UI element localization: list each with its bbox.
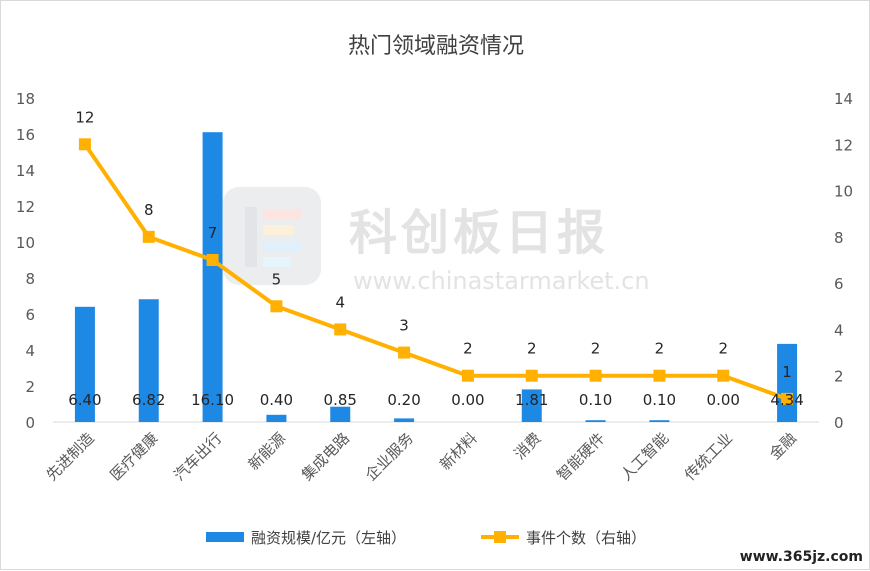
x-category-label: 传统工业 [681, 429, 736, 484]
bar-data-labels: 6.40 6.82 16.10 0.40 0.85 0.20 0.00 1.81 0.10 0.1… [68, 391, 804, 409]
y-left-tick-label: 6 [25, 306, 35, 324]
bar-data-label: 1.81 [515, 391, 548, 409]
line-data-label: 2 [718, 340, 728, 358]
line-data-label: 8 [144, 201, 154, 219]
x-category-label: 金融 [766, 429, 800, 463]
watermark-name: 科创板日报 [349, 205, 609, 261]
bar [585, 420, 606, 422]
line-data-label: 2 [655, 340, 665, 358]
x-category-label: 企业服务 [362, 429, 417, 484]
line-point [270, 300, 283, 313]
line-data-label: 4 [335, 293, 345, 311]
legend: 融资规模/亿元（左轴） 事件个数（右轴） [206, 529, 646, 547]
x-category-label: 新材料 [436, 429, 481, 474]
line-data-label: 2 [591, 340, 601, 358]
legend-bar-swatch [206, 532, 244, 542]
bar [521, 389, 542, 422]
x-category-label: 先进制造 [43, 429, 98, 484]
legend-line-marker [494, 531, 506, 543]
source-watermark: www.365jz.com [740, 549, 863, 565]
line-data-label: 12 [75, 108, 94, 126]
bar-data-label: 0.00 [707, 391, 740, 409]
line-data-label: 2 [527, 340, 537, 358]
y-right-tick-label: 10 [834, 183, 853, 201]
y-left-tick-label: 16 [16, 126, 35, 144]
bar [649, 420, 670, 422]
bar-data-label: 6.40 [68, 391, 101, 409]
line-point [142, 230, 155, 243]
line-point [781, 392, 794, 405]
line-point [334, 323, 347, 336]
bar [394, 418, 415, 422]
x-category-label: 汽车出行 [170, 429, 225, 484]
line-point [589, 369, 602, 382]
legend-line-label: 事件个数（右轴） [526, 529, 646, 547]
line-data-label: 1 [782, 363, 792, 381]
x-category-label: 医疗健康 [106, 429, 161, 484]
bar [138, 299, 159, 422]
y-right-tick-label: 0 [834, 414, 844, 432]
y-right-tick-label: 2 [834, 368, 844, 386]
y-right-tick-label: 14 [834, 90, 853, 108]
y-right-tick-label: 8 [834, 229, 844, 247]
x-category-label: 新能源 [245, 429, 290, 474]
y-axis-left: 0 2 4 6 8 10 12 14 16 18 [16, 90, 35, 432]
watermark-logo [223, 187, 321, 285]
y-left-tick-label: 18 [16, 90, 35, 108]
y-right-tick-label: 4 [834, 321, 844, 339]
bar [777, 343, 798, 422]
y-left-tick-label: 8 [25, 270, 35, 288]
legend-bar-label: 融资规模/亿元（左轴） [251, 529, 406, 547]
x-category-label: 消费 [511, 429, 545, 463]
line-path [83, 143, 788, 401]
line-data-label: 3 [399, 317, 409, 335]
line-data-label: 5 [272, 270, 282, 288]
watermark-url: www.chinastarmarket.cn [353, 267, 650, 295]
bar [330, 406, 351, 422]
line-point [717, 369, 730, 382]
y-left-tick-label: 10 [16, 234, 35, 252]
y-axis-right: 0 2 4 6 8 10 12 14 [834, 90, 853, 432]
line-data-label: 7 [208, 224, 218, 242]
line-point [206, 254, 219, 266]
line-series [78, 138, 794, 405]
bar-data-label: 4.34 [770, 391, 803, 409]
x-category-label: 集成电路 [298, 429, 353, 484]
y-right-tick-label: 12 [834, 136, 853, 154]
y-left-tick-label: 4 [25, 342, 35, 360]
watermark: 科创板日报 www.chinastarmarket.cn [223, 187, 650, 295]
line-data-labels: 12 8 7 5 4 3 2 2 2 2 2 1 [75, 108, 791, 381]
y-left-tick-label: 14 [16, 162, 35, 180]
x-category-label: 人工智能 [617, 429, 672, 484]
bar [202, 132, 223, 422]
chart-title: 热门领域融资情况 [348, 34, 524, 59]
bar-data-label: 6.82 [132, 391, 165, 409]
bar [266, 414, 287, 422]
line-data-label: 2 [463, 340, 473, 358]
x-axis-categories: 先进制造 医疗健康 汽车出行 新能源 集成电路 企业服务 新材料 消费 智能硬件 人工智能 传统工业… [43, 429, 800, 484]
line-point [78, 138, 91, 151]
line-point [653, 369, 666, 382]
line-point [398, 346, 411, 359]
y-left-tick-label: 12 [16, 198, 35, 216]
bar-data-label: 0.85 [324, 391, 357, 409]
bar-data-label: 0.10 [579, 391, 612, 409]
y-left-tick-label: 2 [25, 378, 35, 396]
x-category-label: 智能硬件 [553, 429, 608, 484]
y-right-tick-label: 6 [834, 275, 844, 293]
bar-data-label: 0.10 [643, 391, 676, 409]
line-point [525, 369, 538, 382]
bar-data-label: 0.00 [451, 391, 484, 409]
bar [74, 306, 95, 422]
bar-data-label: 0.40 [260, 391, 293, 409]
line-point [461, 369, 474, 382]
bar-data-label: 0.20 [387, 391, 420, 409]
y-left-tick-label: 0 [25, 414, 35, 432]
bar-data-label: 16.10 [191, 391, 234, 409]
